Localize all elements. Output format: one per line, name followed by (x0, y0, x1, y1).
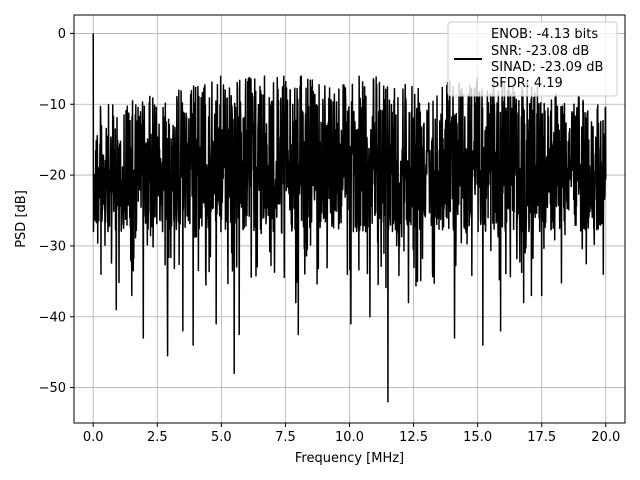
psd-series-line (92, 33, 607, 403)
legend-entry-snr: SNR: -23.08 dB (491, 44, 589, 59)
y-tick-label: −50 (39, 381, 66, 396)
x-tick-label: 5.0 (211, 430, 232, 445)
x-tick-label: 2.5 (147, 430, 168, 445)
x-tick-label: 0.0 (83, 430, 104, 445)
y-axis-ticks: 0 −10 −20 −30 −40 −50 (39, 27, 74, 396)
legend-box (447, 21, 618, 97)
series-layer (92, 33, 607, 403)
y-tick-label: −30 (39, 239, 66, 254)
x-tick-label: 17.5 (527, 430, 556, 445)
y-tick-label: −10 (39, 98, 66, 113)
y-axis-label: PSD [dB] (14, 190, 29, 248)
y-tick-label: −40 (39, 310, 66, 325)
x-tick-label: 15.0 (463, 430, 492, 445)
y-tick-label: −20 (39, 169, 66, 184)
legend-entry-sfdr: SFDR: 4.19 (491, 76, 563, 91)
legend-entry-enob: ENOB: -4.13 bits (491, 27, 598, 42)
legend: ENOB: -4.13 bits SNR: -23.08 dB SINAD: -… (447, 21, 618, 97)
x-axis-label: Frequency [MHz] (295, 451, 404, 466)
x-tick-label: 12.5 (399, 430, 428, 445)
y-tick-label: 0 (58, 27, 66, 42)
legend-entry-sinad: SINAD: -23.09 dB (491, 60, 603, 75)
x-tick-label: 10.0 (335, 430, 364, 445)
x-tick-label: 7.5 (275, 430, 296, 445)
x-axis-ticks: 0.0 2.5 5.0 7.5 10.0 12.5 15.0 17.5 20.0 (83, 423, 620, 445)
x-tick-label: 20.0 (591, 430, 620, 445)
